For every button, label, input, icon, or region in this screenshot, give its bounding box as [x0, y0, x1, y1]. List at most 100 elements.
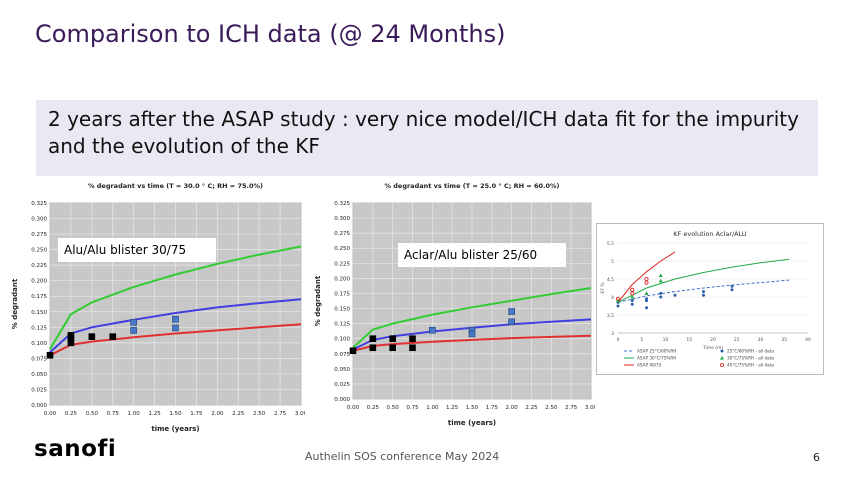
- data-point-black: [389, 335, 396, 342]
- y-tick-label: 0.050: [334, 367, 350, 373]
- annotation-box: [58, 238, 216, 262]
- data-point-black: [88, 333, 96, 340]
- x-tick-label: 1.75: [190, 411, 203, 417]
- kf-point-dot: [659, 291, 663, 295]
- x-tick-label: 2.25: [232, 411, 245, 417]
- sanofi-logo: sanofi: [34, 436, 117, 462]
- x-tick-label: 2.75: [274, 411, 287, 417]
- kf-y-tick-label: 5: [611, 259, 614, 265]
- data-point-blue: [508, 308, 515, 315]
- x-tick-label: 1.50: [466, 405, 479, 411]
- series-line-1: [49, 298, 302, 353]
- y-tick-label: 0.325: [31, 201, 47, 207]
- kf-x-tick-label: 40: [805, 337, 811, 343]
- x-tick-label: 2.75: [565, 405, 578, 411]
- y-tick-label: 0.275: [31, 232, 47, 238]
- y-tick-label: 0.050: [31, 372, 47, 378]
- kf-point-dot: [702, 290, 705, 294]
- x-tick-label: 2.25: [525, 405, 538, 411]
- x-tick-label: 1.50: [169, 411, 182, 417]
- kf-series-line-2: [617, 251, 676, 303]
- kf-legend-marker: [720, 349, 724, 353]
- kf-series-line-1: [617, 258, 790, 303]
- x-axis-label: time (years): [151, 425, 199, 433]
- y-tick-label: 0.175: [31, 294, 47, 300]
- data-point-black: [46, 351, 54, 359]
- kf-point-triangle: [658, 278, 663, 283]
- y-tick-label: 0.000: [334, 397, 350, 403]
- y-tick-label: 0.150: [334, 307, 350, 313]
- y-tick-label: 0.325: [334, 201, 350, 207]
- data-point-blue: [130, 327, 137, 334]
- kf-point-triangle: [658, 273, 663, 277]
- kf-x-tick-label: 25: [734, 337, 740, 343]
- kf-point-dot: [645, 306, 648, 310]
- data-point-black: [67, 335, 75, 342]
- kf-point-dot: [730, 284, 734, 288]
- data-point-black: [389, 344, 396, 352]
- x-tick-label: 0.75: [107, 411, 120, 417]
- y-tick-label: 0.000: [31, 403, 47, 409]
- kf-y-tick-label: 3: [611, 331, 614, 337]
- kf-point-triangle: [630, 295, 635, 299]
- y-axis-label: % degradant: [314, 275, 322, 326]
- x-tick-label: 0.00: [44, 411, 57, 417]
- footer-text: Authelin SOS conference May 2024: [305, 450, 500, 463]
- kf-x-tick-label: 30: [758, 337, 764, 343]
- page-number: 6: [813, 451, 820, 464]
- kf-x-tick-label: 5: [640, 337, 643, 343]
- data-point-black: [369, 344, 377, 352]
- kf-point-dot: [702, 293, 705, 297]
- kf-legend-label: ASAP 30°C/75%RH: [637, 356, 676, 361]
- y-tick-label: 0.075: [31, 356, 47, 362]
- kf-point-ring: [644, 280, 649, 285]
- y-tick-label: 0.125: [31, 325, 47, 331]
- x-tick-label: 2.00: [506, 405, 519, 411]
- kf-series-line-0: [617, 279, 790, 303]
- y-axis-label: % degradant: [11, 278, 19, 329]
- data-point-black: [349, 347, 357, 355]
- kf-x-tick-label: 15: [686, 337, 692, 343]
- data-point-blue: [172, 324, 179, 332]
- kf-x-axis-label: Time (m): [702, 345, 724, 351]
- x-tick-label: 1.25: [446, 405, 459, 411]
- series-line-0: [49, 245, 302, 350]
- series-line-0: [352, 287, 592, 349]
- kf-y-tick-label: 4: [611, 295, 614, 301]
- data-point-black: [409, 344, 416, 352]
- kf-x-tick-label: 10: [663, 337, 669, 343]
- data-point-black: [109, 333, 117, 340]
- data-point-blue: [468, 330, 476, 338]
- chart-alu-alu: % degradant vs time (T = 30.0 ° C; RH = …: [3, 177, 305, 439]
- kf-y-axis-label: KF %: [600, 282, 606, 294]
- x-tick-label: 1.25: [148, 411, 161, 417]
- y-tick-label: 0.150: [31, 310, 47, 316]
- y-tick-label: 0.300: [334, 216, 350, 222]
- kf-legend-label: 30°C/75%RH - all data: [727, 356, 774, 361]
- kf-y-tick-label: 4,5: [607, 277, 614, 283]
- x-tick-label: 1.75: [486, 405, 499, 411]
- kf-point-dot: [616, 304, 620, 308]
- x-tick-label: 0.25: [65, 411, 78, 417]
- data-point-blue: [172, 315, 179, 323]
- kf-point-dot: [630, 299, 634, 303]
- y-tick-label: 0.025: [31, 387, 47, 393]
- kf-point-dot: [645, 299, 648, 303]
- x-axis-label: time (years): [448, 419, 496, 427]
- x-tick-label: 1.00: [128, 411, 141, 417]
- y-tick-label: 0.175: [334, 291, 350, 297]
- kf-point-dot: [630, 302, 634, 306]
- kf-legend-label: ASAP 40/75: [637, 363, 662, 368]
- kf-x-tick-label: 20: [710, 337, 716, 343]
- x-tick-label: 2.50: [545, 405, 558, 411]
- kf-legend-marker: [720, 362, 725, 367]
- kf-point-ring: [615, 296, 620, 301]
- data-point-blue: [429, 326, 436, 334]
- banner-text: 2 years after the ASAP study : very nice…: [48, 107, 799, 158]
- y-tick-label: 0.250: [334, 246, 350, 252]
- x-tick-label: 0.00: [347, 405, 360, 411]
- x-tick-label: 0.75: [406, 405, 419, 411]
- kf-point-ring: [630, 291, 635, 296]
- y-tick-label: 0.200: [31, 279, 47, 285]
- kf-chart-frame: [596, 223, 824, 375]
